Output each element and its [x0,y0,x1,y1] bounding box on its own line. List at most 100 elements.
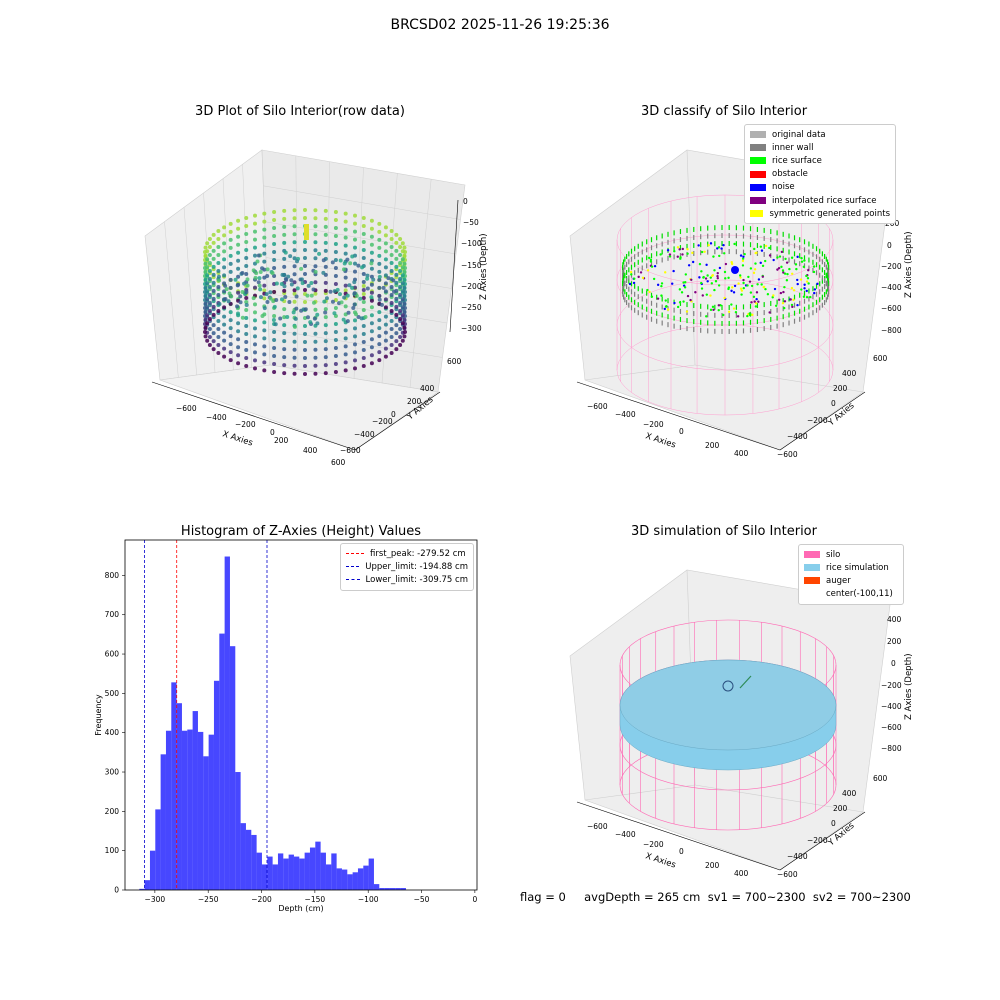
classify-wall-point [749,250,752,256]
raw-data-point [244,240,249,245]
raw-data-point [224,287,229,292]
raw-data-point [361,288,366,293]
classify-point [757,300,760,303]
classify-wall-point [763,302,765,308]
classify-wall-point [824,300,826,306]
raw-data-point [205,273,210,278]
raw-data-point [379,302,384,307]
raw-data-point [211,331,216,336]
raw-y-tick: −200 [372,417,393,426]
classify-point [782,306,786,310]
classify-wall-point [622,262,624,268]
raw-data-point [244,331,249,336]
classify-wall-point [693,234,695,240]
histogram-x-tick-label: −50 [414,895,430,904]
raw-data-point [253,245,257,250]
classify-wall-point [803,306,806,312]
classify-point [716,247,719,250]
classify-point [698,276,701,279]
classify-point [733,284,737,288]
raw-data-point [353,318,357,323]
raw-data-point [313,240,318,245]
raw-data-point [398,317,403,322]
classify-point [776,268,779,271]
classify-wall-point [679,245,682,251]
raw-data-point [282,224,287,229]
classify-wall-point [637,267,639,273]
raw-data-point [245,277,250,282]
classify-wall-point [815,291,818,297]
raw-data-point [377,334,382,339]
classify-wall-point [788,312,790,318]
raw-data-point [207,293,212,298]
histogram-bar [309,847,316,890]
simulation-legend-label: center(-100,11) [826,589,893,600]
classify-point [782,290,785,294]
classify-wall-point [707,320,709,326]
raw-data-point [272,329,277,334]
raw-data-point [398,342,403,347]
classify-wall-point [634,262,636,268]
raw-data-point [203,261,208,266]
classify-wall-point [812,310,814,316]
classify-wall-point [819,264,821,270]
classify-point [742,255,745,258]
raw-data-point [292,371,297,376]
raw-data-point [402,301,407,306]
classify-legend-swatch [750,197,766,205]
classify-point [742,286,745,290]
raw-data-point [253,253,257,258]
histogram-y-tick-label: 300 [105,768,120,777]
classify-wall-point [622,291,624,297]
classify-point [792,298,795,302]
classify-wall-point [707,241,709,247]
classify-point [796,278,799,282]
classify-wall-point [821,286,823,292]
raw-data-point [292,216,297,221]
raw-data-point [353,350,357,355]
classify-point [698,262,702,266]
classify-wall-point [721,233,723,239]
classify-point [778,255,782,258]
classify-point [741,257,745,260]
raw-data-point [369,321,374,326]
raw-data-point [238,300,243,305]
raw-data-point [322,299,327,304]
raw-data-point [292,324,297,329]
classify-point [754,262,757,265]
raw-data-point [222,225,227,230]
raw-data-point [236,345,241,350]
classify-wall-point [641,265,643,271]
classify-wall-point [625,300,628,306]
histogram-bar [197,731,204,890]
raw-data-point [389,309,394,313]
raw-data-point [394,323,399,328]
raw-data-point [262,288,267,293]
classify-wall-point [686,326,688,332]
raw-data-point [323,307,328,312]
raw-data-point [303,364,307,368]
raw-data-point [371,277,376,282]
raw-data-point [292,339,297,344]
simulation-rice-top [619,659,837,751]
classify-point [772,258,775,262]
raw-data-point [313,307,318,312]
classify-wall-point [803,247,806,253]
classify-wall-point [634,283,636,289]
raw-data-point [402,309,407,314]
raw-data-point [312,300,317,305]
raw-data-point [211,347,216,352]
classify-point [722,243,725,247]
classify-point [763,259,767,263]
raw-data-point [238,294,243,299]
simulation-z-tick: −200 [881,681,902,690]
raw-data-point [279,282,284,287]
classify-wall-point [714,320,716,326]
raw-data-point [323,323,328,328]
classify-wall-point [828,281,830,286]
raw-data-point [389,327,394,331]
classify-wall-point [622,281,624,286]
classify-wall-point [799,300,801,306]
raw-data-point [343,219,348,224]
classify-wall-point [742,312,745,318]
